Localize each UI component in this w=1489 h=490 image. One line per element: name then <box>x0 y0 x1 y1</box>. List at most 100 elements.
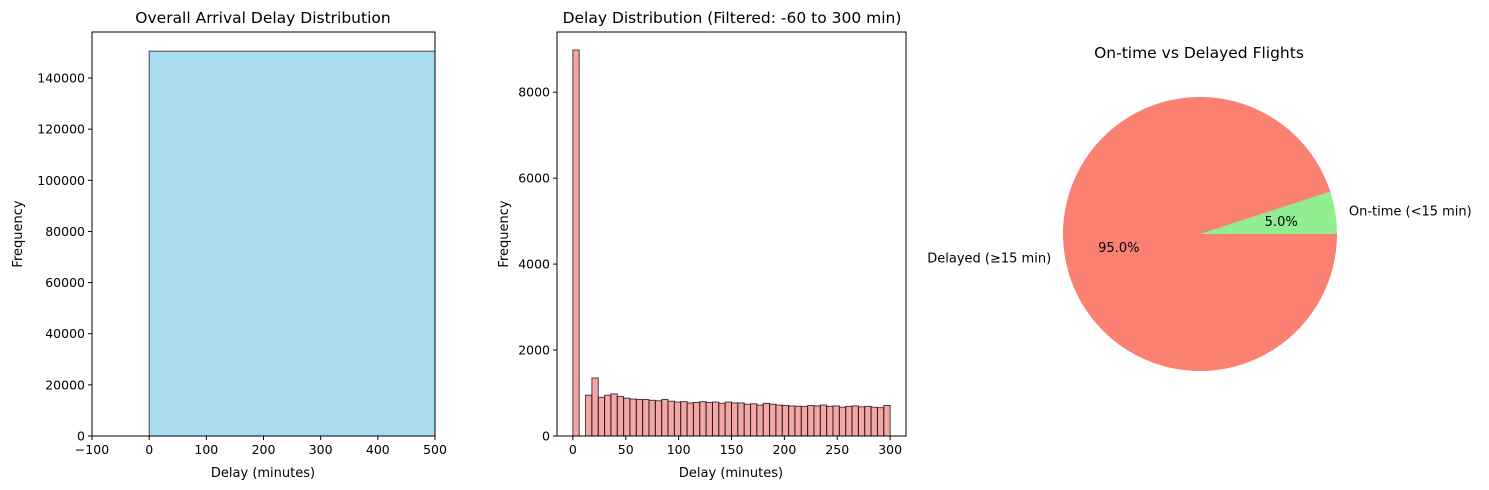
histogram-bar <box>667 400 675 437</box>
y-tick-label-overall: 0 <box>77 429 85 444</box>
histogram-bar <box>857 406 866 437</box>
y-tick-label-filtered: 8000 <box>518 85 550 100</box>
histogram-bar <box>851 405 859 437</box>
histogram-bar <box>838 406 847 437</box>
x-tick-label-overall: 200 <box>252 442 276 457</box>
pie-percent-label: 95.0% <box>1098 241 1139 256</box>
pie-slice <box>1062 96 1337 371</box>
y-axis-label-filtered: Frequency <box>497 200 512 267</box>
histogram-bar <box>635 398 644 437</box>
x-tick-label-overall: 100 <box>194 442 218 457</box>
histogram-bar <box>743 403 752 437</box>
histogram-bar <box>629 398 637 437</box>
bars-filtered <box>572 49 891 437</box>
histogram-bar <box>775 404 783 437</box>
x-axis-label-filtered: Delay (minutes) <box>679 466 783 481</box>
histogram-bar <box>642 398 650 437</box>
x-tick-label-overall: 300 <box>309 442 333 457</box>
histogram-bar <box>724 401 732 437</box>
histogram-bar <box>807 404 815 437</box>
histogram-bar <box>148 50 436 437</box>
pie-labels: On-time (<15 min) 5.0% Delayed (≥15 min) 95… <box>927 204 1471 266</box>
histogram-bar <box>604 394 612 437</box>
y-ticks-overall: 0 20000 40000 60000 80000 100000 120000 140000 <box>37 71 92 444</box>
histogram-bar <box>585 394 593 437</box>
histogram-bar <box>610 393 618 437</box>
histogram-bar <box>800 405 809 437</box>
histogram-bar <box>616 395 625 437</box>
pie-chart: On-time vs Delayed Flights On-time (<15 … <box>927 44 1472 371</box>
histogram-bar <box>737 402 745 437</box>
histogram-bar <box>705 401 713 437</box>
histogram-bar <box>686 402 694 437</box>
x-tick-label-overall: −100 <box>75 442 109 457</box>
histogram-bar <box>781 404 790 437</box>
y-tick-label-overall: 40000 <box>45 326 85 341</box>
pie-label: On-time (<15 min) <box>1349 204 1472 219</box>
y-tick-label-overall: 20000 <box>45 377 85 392</box>
histogram-bar <box>756 404 764 437</box>
histogram-bar <box>876 407 885 437</box>
histogram-bar <box>711 401 720 437</box>
x-tick-label-filtered: 100 <box>667 442 691 457</box>
y-tick-label-overall: 140000 <box>37 71 85 86</box>
histogram-bar <box>769 403 777 437</box>
histogram-bar <box>597 396 606 437</box>
histogram-bar <box>813 405 821 437</box>
x-tick-label-overall: 400 <box>366 442 390 457</box>
x-tick-label-filtered: 50 <box>618 442 634 457</box>
chart-title-overall: Overall Arrival Delay Distribution <box>135 9 390 27</box>
histogram-bar <box>661 398 669 437</box>
histogram-bar <box>673 401 682 437</box>
histogram-bar <box>680 401 688 437</box>
histogram-bar <box>883 404 891 437</box>
histogram-bar <box>870 406 878 437</box>
histogram-bar <box>718 402 726 437</box>
x-tick-label-filtered: 250 <box>825 442 849 457</box>
x-ticks-overall: −100 0 100 200 300 400 500 <box>75 436 447 457</box>
histogram-bar <box>731 402 739 437</box>
y-tick-label-filtered: 4000 <box>518 257 550 272</box>
axes-frame-overall <box>91 31 436 437</box>
y-tick-label-overall: 120000 <box>37 122 85 137</box>
histogram-bar <box>591 377 599 437</box>
histogram-bar <box>623 397 631 437</box>
histogram-bar <box>648 399 656 437</box>
x-tick-label-overall: 500 <box>423 442 447 457</box>
pie-label: Delayed (≥15 min) <box>927 252 1051 267</box>
x-ticks-filtered: 0 50 100 150 200 250 300 <box>569 436 902 457</box>
axes-frame-filtered <box>556 31 907 437</box>
y-ticks-filtered: 0 2000 4000 6000 8000 <box>518 85 557 444</box>
chart-title-filtered: Delay Distribution (Filtered: -60 to 300… <box>563 9 902 27</box>
x-tick-label-filtered: 300 <box>878 442 902 457</box>
histogram-bar <box>788 405 796 437</box>
histogram-bar <box>794 405 802 437</box>
chart-title-pie: On-time vs Delayed Flights <box>1094 44 1304 62</box>
histogram-bar <box>864 405 872 437</box>
x-axis-label-overall: Delay (minutes) <box>211 466 315 481</box>
pie-percent-label: 5.0% <box>1265 215 1298 230</box>
histogram-bar <box>654 400 663 437</box>
y-tick-label-overall: 100000 <box>37 173 85 188</box>
y-tick-label-filtered: 2000 <box>518 343 550 358</box>
histogram-bar <box>832 405 840 437</box>
histogram-bar <box>699 401 707 437</box>
histogram-filtered: Delay Distribution (Filtered: -60 to 300… <box>497 9 907 481</box>
x-tick-label-filtered: 150 <box>720 442 744 457</box>
y-tick-label-filtered: 0 <box>542 429 550 444</box>
y-tick-label-overall: 60000 <box>45 275 85 290</box>
x-tick-label-overall: 0 <box>145 442 153 457</box>
bars-overall <box>148 50 436 437</box>
pie-slices <box>1062 96 1337 371</box>
histogram-bar <box>845 405 853 437</box>
x-tick-label-filtered: 0 <box>569 442 577 457</box>
y-tick-label-overall: 80000 <box>45 224 85 239</box>
pie-slice <box>1200 191 1337 234</box>
histogram-overall: Overall Arrival Delay Distribution −100 0… <box>11 9 447 481</box>
histogram-bar <box>750 403 758 437</box>
histogram-bar <box>826 405 834 437</box>
histogram-bar <box>692 401 701 437</box>
histogram-bar <box>819 404 828 437</box>
x-tick-label-filtered: 200 <box>772 442 796 457</box>
